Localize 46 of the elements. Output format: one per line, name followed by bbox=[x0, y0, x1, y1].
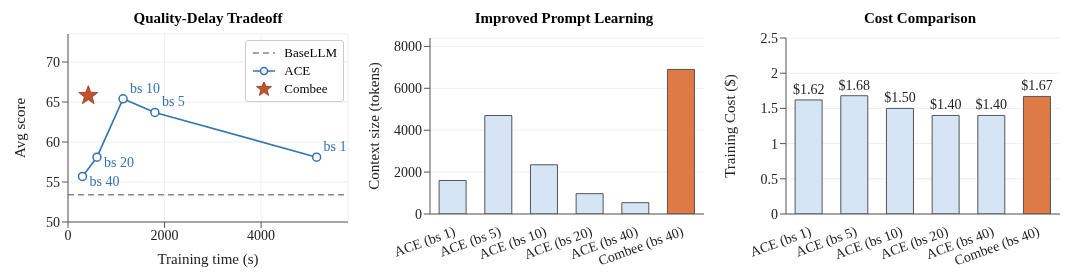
point bbox=[150, 107, 160, 118]
point bbox=[78, 85, 99, 104]
y-tick-label: 2.5 bbox=[760, 30, 778, 46]
y-tick-label: 65 bbox=[46, 94, 60, 110]
legend-label: Combee bbox=[284, 81, 328, 97]
legend-label: BaseLLM bbox=[284, 45, 337, 61]
chart-title: Improved Prompt Learning bbox=[473, 10, 655, 27]
chart-title: Cost Comparison bbox=[862, 10, 978, 27]
data-label: bs 20 bbox=[103, 155, 134, 171]
x-axis-title: Training time (s) bbox=[157, 251, 259, 268]
data-label: bs 1 bbox=[323, 139, 347, 155]
data-label: $1.50 bbox=[884, 90, 916, 106]
data-label: $1.62 bbox=[792, 81, 825, 97]
y-tick-label: 6000 bbox=[394, 81, 422, 97]
data-label: $1.40 bbox=[975, 97, 1008, 113]
y-tick-label: 50 bbox=[46, 214, 60, 230]
y-tick-label: 1.5 bbox=[760, 101, 778, 117]
point bbox=[77, 171, 88, 182]
x-tick-label: 2000 bbox=[150, 227, 179, 243]
data-label: $1.40 bbox=[929, 97, 962, 113]
data-label: $1.67 bbox=[1021, 78, 1053, 94]
data-label: bs 40 bbox=[89, 174, 120, 190]
y-tick-label: 55 bbox=[46, 174, 60, 190]
y-tick-label: 2 bbox=[771, 66, 778, 82]
y-tick-label: 1 bbox=[771, 136, 778, 152]
y-tick-label: 2000 bbox=[394, 165, 422, 181]
y-tick-label: 60 bbox=[46, 134, 60, 150]
y-tick-label: 0.5 bbox=[760, 171, 778, 187]
data-label: bs 10 bbox=[130, 80, 160, 96]
y-tick-label: 4000 bbox=[394, 123, 422, 139]
data-label: $1.68 bbox=[838, 77, 871, 93]
point bbox=[118, 94, 128, 104]
y-tick-label: 8000 bbox=[394, 39, 422, 55]
chart-title: Quality-Delay Tradeoff bbox=[132, 10, 284, 27]
point bbox=[92, 152, 102, 162]
x-tick-label: 0 bbox=[64, 227, 72, 243]
x-tick-label: 4000 bbox=[247, 227, 276, 243]
y-tick-label: 0 bbox=[771, 206, 778, 222]
data-label: bs 5 bbox=[161, 94, 185, 110]
y-axis-title: Context size (tokens) bbox=[366, 62, 384, 190]
y-tick-label: 0 bbox=[415, 206, 422, 222]
point bbox=[311, 152, 322, 162]
y-axis-title: Training Cost ($) bbox=[722, 74, 740, 178]
legend-label: ACE bbox=[284, 63, 311, 79]
y-axis-title: Avg score bbox=[12, 97, 29, 159]
y-tick-label: 70 bbox=[46, 54, 60, 70]
